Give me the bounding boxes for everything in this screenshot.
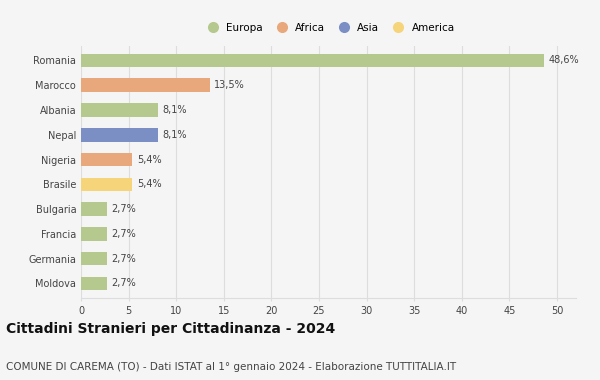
Text: 8,1%: 8,1%	[163, 130, 187, 140]
Text: 2,7%: 2,7%	[112, 204, 136, 214]
Bar	[81, 227, 107, 241]
Text: 2,7%: 2,7%	[112, 279, 136, 288]
Text: 8,1%: 8,1%	[163, 105, 187, 115]
Text: 2,7%: 2,7%	[112, 229, 136, 239]
Bar	[81, 177, 133, 191]
Text: COMUNE DI CAREMA (TO) - Dati ISTAT al 1° gennaio 2024 - Elaborazione TUTTITALIA.: COMUNE DI CAREMA (TO) - Dati ISTAT al 1°…	[6, 363, 456, 372]
Bar	[81, 128, 158, 142]
Legend: Europa, Africa, Asia, America: Europa, Africa, Asia, America	[200, 21, 457, 35]
Bar	[81, 202, 107, 216]
Bar	[81, 103, 158, 117]
Text: 5,4%: 5,4%	[137, 155, 162, 165]
Bar	[81, 277, 107, 290]
Bar	[81, 78, 209, 92]
Text: Cittadini Stranieri per Cittadinanza - 2024: Cittadini Stranieri per Cittadinanza - 2…	[6, 322, 335, 336]
Text: 13,5%: 13,5%	[214, 80, 245, 90]
Bar	[81, 153, 133, 166]
Text: 5,4%: 5,4%	[137, 179, 162, 189]
Bar	[81, 54, 544, 67]
Text: 2,7%: 2,7%	[112, 254, 136, 264]
Bar	[81, 252, 107, 266]
Text: 48,6%: 48,6%	[548, 55, 579, 65]
